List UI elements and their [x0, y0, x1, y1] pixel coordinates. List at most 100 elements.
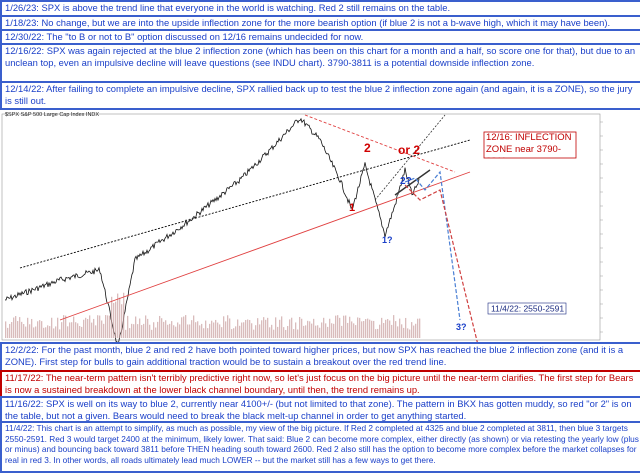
volume-bar	[359, 317, 361, 338]
volume-bar	[185, 315, 187, 338]
volume-bar	[329, 318, 331, 338]
volume-bar	[285, 329, 287, 338]
volume-bar	[335, 315, 337, 338]
volume-bar	[137, 324, 139, 338]
volume-bar	[205, 320, 207, 338]
plot-frame	[1, 113, 601, 341]
volume-bar	[183, 316, 185, 338]
note: 11/4/22: This chart is an attempt to sim…	[0, 421, 640, 473]
volume-bar	[49, 326, 51, 338]
volume-bar	[135, 316, 137, 338]
volume-bar	[381, 317, 383, 338]
volume-bar	[213, 322, 215, 338]
volume-bar	[403, 327, 405, 338]
volume-bar	[273, 329, 275, 338]
volume-bar	[321, 322, 323, 338]
volume-bar	[171, 321, 173, 338]
volume-bar	[101, 320, 103, 338]
volume-bar	[255, 325, 257, 338]
volume-bar	[379, 324, 381, 338]
volume-bar	[357, 317, 359, 338]
volume-bar	[231, 329, 233, 338]
volume-bar	[305, 325, 307, 338]
volume-bar	[313, 318, 315, 338]
volume-bar	[355, 325, 357, 338]
volume-bar	[211, 320, 213, 338]
volume-bar	[353, 323, 355, 338]
volume-bar	[83, 319, 85, 338]
target-box	[487, 302, 567, 315]
volume-bar	[195, 322, 197, 338]
volume-bar	[235, 326, 237, 338]
volume-bar	[169, 323, 171, 338]
trend-line	[304, 114, 456, 173]
note: 12/16/22: SPX was again rejected at the …	[0, 43, 640, 83]
volume-bar	[159, 315, 161, 338]
volume-bar	[57, 317, 59, 338]
volume-bar	[121, 304, 123, 338]
price-trace	[4, 117, 420, 342]
volume-bar	[89, 315, 91, 338]
volume-bar	[193, 315, 195, 338]
volume-bar	[363, 321, 365, 338]
volume-bar	[29, 324, 31, 338]
volume-bar	[245, 319, 247, 338]
volume-bar	[61, 322, 63, 338]
wave-label: 3?	[456, 322, 467, 332]
volume-bar	[93, 318, 95, 338]
volume-bar	[237, 319, 239, 338]
volume-bar	[341, 325, 343, 338]
volume-bar	[405, 317, 407, 338]
volume-bar	[73, 316, 75, 338]
volume-bar	[203, 328, 205, 338]
volume-bar	[71, 322, 73, 338]
volume-bar	[375, 329, 377, 338]
volume-bar	[5, 321, 7, 338]
volume-bar	[215, 319, 217, 338]
volume-bar	[291, 317, 293, 338]
volume-bar	[331, 323, 333, 338]
volume-bar	[149, 324, 151, 338]
volume-bar	[21, 321, 23, 338]
volume-bar	[37, 321, 39, 338]
volume-bar	[81, 326, 83, 338]
volume-bar	[399, 318, 401, 338]
volume-bar	[339, 317, 341, 338]
arrow	[394, 169, 431, 196]
volume-bar	[351, 321, 353, 338]
volume-bar	[247, 319, 249, 338]
wave-label: 1	[349, 202, 355, 214]
volume-bar	[131, 323, 133, 338]
volume-bar	[413, 325, 415, 338]
volume-bar	[263, 317, 265, 338]
volume-bar	[397, 326, 399, 338]
volume-bar	[267, 317, 269, 338]
volume-bar	[189, 324, 191, 338]
volume-bar	[139, 318, 141, 338]
volume-bar	[387, 319, 389, 338]
volume-bar	[289, 319, 291, 338]
target-label: 11/4/22: 2550-2591	[491, 303, 564, 313]
volume-bar	[327, 326, 329, 338]
volume-bar	[191, 320, 193, 338]
volume-bar	[419, 318, 421, 338]
volume-bar	[221, 327, 223, 338]
volume-bar	[181, 317, 183, 338]
volume-bar	[13, 317, 15, 338]
volume-bar	[209, 323, 211, 338]
volume-bar	[97, 315, 99, 338]
volume-bar	[175, 326, 177, 338]
note: 11/17/22: The near-term pattern isn't te…	[0, 370, 640, 398]
wave-label: 1?	[382, 235, 393, 245]
volume-bar	[241, 322, 243, 338]
volume-bar	[333, 323, 335, 338]
chart-header: $SPX S&P 500 Large Cap Index INDX	[5, 112, 99, 118]
volume-bar	[219, 324, 221, 338]
volume-bar	[369, 319, 371, 338]
volume-bar	[261, 320, 263, 338]
volume-bar	[311, 323, 313, 338]
volume-bar	[295, 322, 297, 338]
volume-bar	[279, 319, 281, 338]
volume-bar	[123, 292, 125, 338]
